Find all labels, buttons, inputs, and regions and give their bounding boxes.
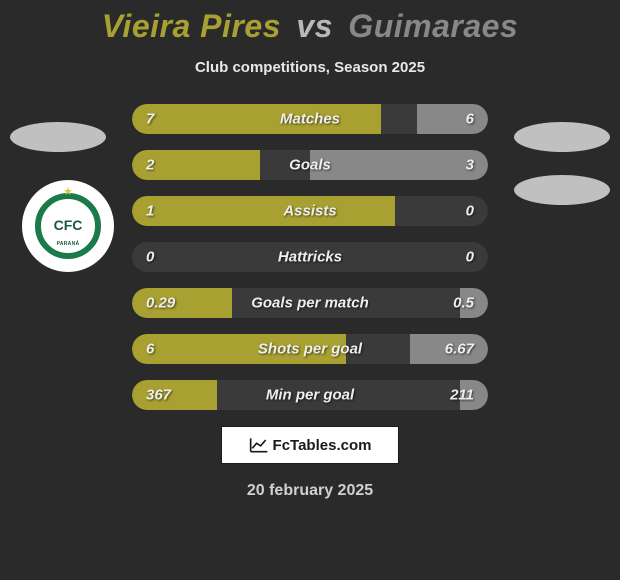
stat-value-right: 6.67 bbox=[445, 341, 474, 358]
stat-row: 0 Hattricks 0 bbox=[132, 242, 488, 272]
stat-label: Goals bbox=[289, 157, 331, 174]
date-text: 20 february 2025 bbox=[0, 482, 620, 500]
stat-fill-left bbox=[132, 104, 381, 134]
player2-name: Guimaraes bbox=[348, 8, 518, 44]
stat-row: 7 Matches 6 bbox=[132, 104, 488, 134]
star-icon: ★ bbox=[63, 185, 73, 198]
stat-value-left: 0.29 bbox=[146, 295, 175, 312]
stat-value-left: 6 bbox=[146, 341, 154, 358]
placeholder-badge-left bbox=[10, 122, 106, 152]
club-logo-subtext: PARANÁ bbox=[57, 241, 80, 247]
club-logo-text: CFC bbox=[54, 217, 83, 233]
stat-row: 1 Assists 0 bbox=[132, 196, 488, 226]
brand-text: FcTables.com bbox=[273, 437, 372, 454]
stat-label: Goals per match bbox=[251, 295, 369, 312]
vs-text: vs bbox=[296, 8, 333, 44]
stat-value-left: 2 bbox=[146, 157, 154, 174]
stat-value-right: 0 bbox=[466, 249, 474, 266]
player1-name: Vieira Pires bbox=[102, 8, 281, 44]
stat-value-right: 3 bbox=[466, 157, 474, 174]
stat-value-left: 7 bbox=[146, 111, 154, 128]
stat-label: Hattricks bbox=[278, 249, 342, 266]
stat-label: Matches bbox=[280, 111, 340, 128]
placeholder-badge-right-2 bbox=[514, 175, 610, 205]
club-logo-inner: ★ CFC PARANÁ bbox=[35, 193, 101, 259]
stat-row: 2 Goals 3 bbox=[132, 150, 488, 180]
stat-value-right: 6 bbox=[466, 111, 474, 128]
page-title: Vieira Pires vs Guimaraes bbox=[0, 0, 620, 45]
stat-value-right: 0.5 bbox=[453, 295, 474, 312]
placeholder-badge-right-1 bbox=[514, 122, 610, 152]
subtitle: Club competitions, Season 2025 bbox=[0, 59, 620, 76]
stat-value-left: 1 bbox=[146, 203, 154, 220]
stat-row: 0.29 Goals per match 0.5 bbox=[132, 288, 488, 318]
stat-label: Min per goal bbox=[266, 387, 354, 404]
stat-value-right: 211 bbox=[450, 387, 474, 404]
stat-value-left: 0 bbox=[146, 249, 154, 266]
stat-row: 367 Min per goal 211 bbox=[132, 380, 488, 410]
stat-fill-right bbox=[310, 150, 488, 180]
stat-value-right: 0 bbox=[466, 203, 474, 220]
stat-fill-left bbox=[132, 380, 217, 410]
stat-label: Assists bbox=[283, 203, 336, 220]
stat-fill-right bbox=[417, 104, 488, 134]
stat-value-left: 367 bbox=[146, 387, 171, 404]
brand-badge: FcTables.com bbox=[221, 426, 399, 464]
chart-icon bbox=[249, 436, 269, 454]
stats-container: 7 Matches 6 2 Goals 3 1 Assists 0 0 Hattricks 0 0.29… bbox=[132, 104, 488, 410]
club-logo: ★ CFC PARANÁ bbox=[22, 180, 114, 272]
stat-row: 6 Shots per goal 6.67 bbox=[132, 334, 488, 364]
stat-fill-left bbox=[132, 196, 395, 226]
stat-label: Shots per goal bbox=[258, 341, 362, 358]
